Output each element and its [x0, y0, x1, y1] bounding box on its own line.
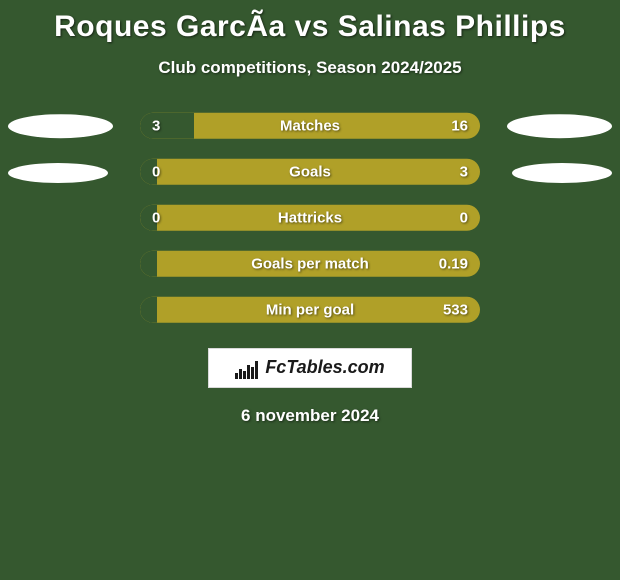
stat-name: Goals [289, 163, 331, 180]
player-left-marker [8, 163, 108, 183]
stat-bar-fill [140, 297, 157, 323]
date-label: 6 november 2024 [0, 406, 620, 426]
stat-name: Goals per match [251, 255, 369, 272]
stat-right-value: 533 [443, 301, 468, 318]
stat-bar: 0 0 Hattricks [140, 205, 480, 231]
stat-left-value: 0 [152, 163, 160, 180]
player-left-marker [8, 114, 113, 138]
stat-right-value: 0 [460, 209, 468, 226]
stat-bar: 533 Min per goal [140, 297, 480, 323]
attribution-text: FcTables.com [265, 357, 384, 377]
page-title: Roques GarcÃ­a vs Salinas Phillips [0, 0, 620, 44]
stat-bar: 3 16 Matches [140, 113, 480, 139]
stat-row: 0 3 Goals [0, 154, 620, 200]
subtitle: Club competitions, Season 2024/2025 [0, 58, 620, 78]
player-right-marker [512, 163, 612, 183]
chart-area: 3 16 Matches 0 3 Goals 0 0 Hattricks 0.19 Goals pe… [0, 108, 620, 338]
stat-name: Min per goal [266, 301, 354, 318]
stat-bar: 0 3 Goals [140, 159, 480, 185]
player-right-marker [507, 114, 612, 138]
stat-left-value: 0 [152, 209, 160, 226]
stat-bar: 0.19 Goals per match [140, 251, 480, 277]
stat-left-value: 3 [152, 117, 160, 134]
stat-row: 0.19 Goals per match [0, 246, 620, 292]
stat-right-value: 0.19 [439, 255, 468, 272]
stat-name: Matches [280, 117, 340, 134]
stat-name: Hattricks [278, 209, 342, 226]
chart-icon [235, 358, 259, 379]
stat-right-value: 16 [451, 117, 468, 134]
stat-row: 3 16 Matches [0, 108, 620, 154]
comparison-infographic: Roques GarcÃ­a vs Salinas Phillips Club … [0, 0, 620, 580]
stat-row: 0 0 Hattricks [0, 200, 620, 246]
attribution-badge: FcTables.com [208, 348, 411, 388]
stat-row: 533 Min per goal [0, 292, 620, 338]
stat-right-value: 3 [460, 163, 468, 180]
stat-bar-fill [140, 251, 157, 277]
stat-bar-fill [140, 113, 194, 139]
